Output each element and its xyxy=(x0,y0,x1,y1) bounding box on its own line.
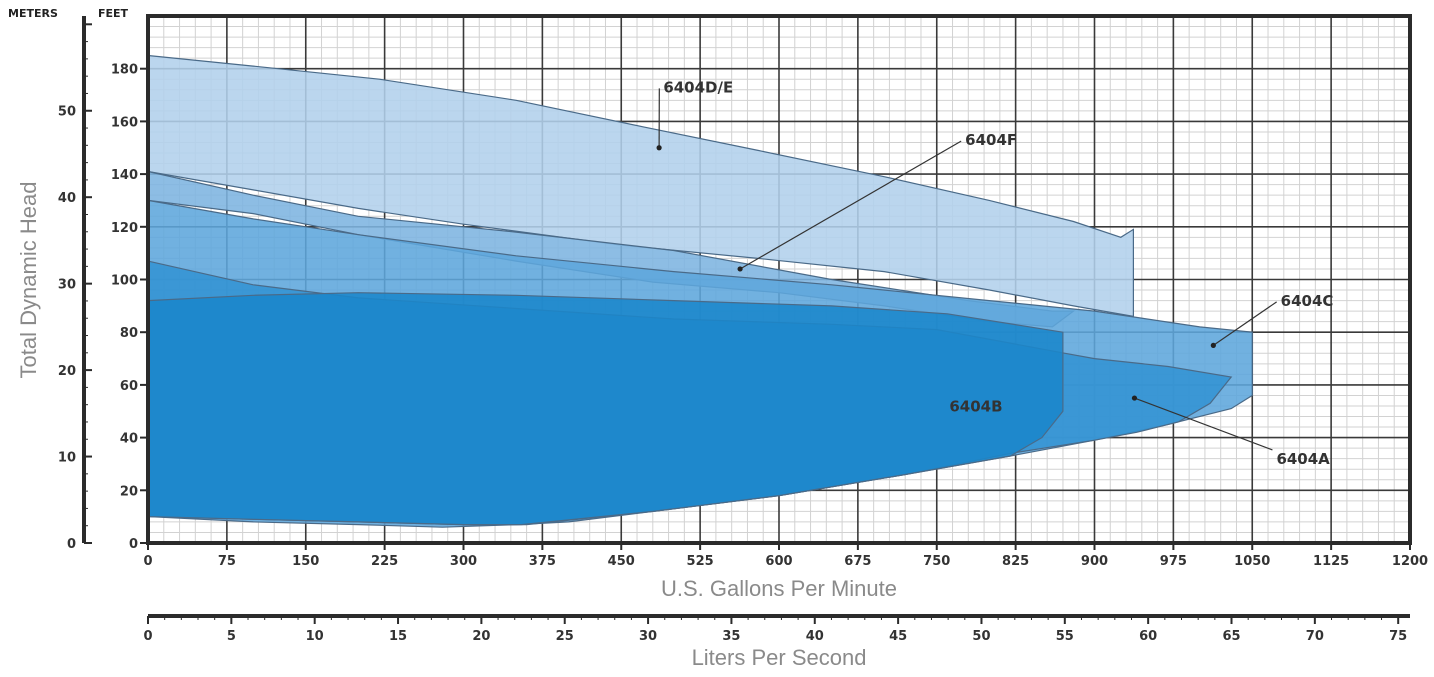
meters-tick-label: 40 xyxy=(58,191,76,206)
lps-tick-label: 5 xyxy=(227,629,236,644)
feet-tick-label: 180 xyxy=(111,63,138,78)
meters-axis: 0 10 20 30 40 50 xyxy=(58,23,92,552)
gpm-tick-label: 300 xyxy=(450,554,477,569)
lps-tick-label: 0 xyxy=(143,629,152,644)
pointer-dot xyxy=(737,266,743,272)
lps-tick-label: 75 xyxy=(1389,629,1407,644)
lps-tick-label: 40 xyxy=(806,629,824,644)
y-unit-meters: METERS xyxy=(8,7,58,20)
region-6404b xyxy=(147,292,1064,526)
lps-tick-label: 65 xyxy=(1222,629,1240,644)
gpm-tick-label: 75 xyxy=(218,554,236,569)
lps-tick-label: 55 xyxy=(1056,629,1074,644)
gpm-tick-label: 1125 xyxy=(1313,554,1349,569)
region-label: 6404B xyxy=(949,397,1002,415)
gpm-tick-label: 825 xyxy=(1002,554,1029,569)
x-axis-title: U.S. Gallons Per Minute xyxy=(661,576,897,601)
meters-tick-label: 50 xyxy=(58,105,76,120)
gpm-tick-label: 675 xyxy=(844,554,871,569)
meters-tick-label: 10 xyxy=(58,451,76,466)
gpm-tick-label: 225 xyxy=(371,554,398,569)
pump-regions xyxy=(147,54,1253,528)
region-label: 6404F xyxy=(965,131,1017,149)
gpm-tick-label: 900 xyxy=(1081,554,1108,569)
gpm-tick-label: 525 xyxy=(687,554,714,569)
region-pointers xyxy=(656,88,1277,451)
region-labels: 6404D/E 6404F 6404C 6404A 6404B xyxy=(663,78,1333,468)
pointer-dot xyxy=(656,145,662,151)
lps-tick-label: 30 xyxy=(639,629,657,644)
meters-tick-label: 30 xyxy=(58,278,76,293)
gpm-axis: 0 75 150 225 300 375 450 525 600 675 750 825 900 975 1… xyxy=(143,543,1428,569)
region-label: 6404C xyxy=(1281,292,1334,310)
gpm-tick-label: 975 xyxy=(1160,554,1187,569)
feet-tick-label: 0 xyxy=(129,537,138,552)
feet-axis: 0 20 40 60 80 100 120 140 160 180 xyxy=(111,63,148,552)
y-unit-feet: FEET xyxy=(98,7,129,20)
feet-tick-label: 20 xyxy=(120,484,138,499)
region-label: 6404D/E xyxy=(663,78,733,96)
feet-tick-label: 100 xyxy=(111,274,138,289)
feet-tick-label: 60 xyxy=(120,379,138,394)
pointer-line xyxy=(739,140,962,270)
gpm-tick-label: 1200 xyxy=(1392,554,1428,569)
lps-tick-label: 60 xyxy=(1139,629,1157,644)
region-6404d-e xyxy=(147,54,1134,318)
meters-tick-label: 0 xyxy=(67,537,76,552)
lps-tick-label: 45 xyxy=(889,629,907,644)
lps-axis: 0 5 10 15 20 25 30 35 40 45 50 55 60 65 70 75 xyxy=(143,616,1407,644)
lps-tick-label: 50 xyxy=(972,629,990,644)
feet-tick-label: 40 xyxy=(120,432,138,447)
feet-tick-label: 140 xyxy=(111,168,138,183)
gpm-tick-label: 150 xyxy=(292,554,319,569)
lps-tick-label: 25 xyxy=(556,629,574,644)
pointer-line xyxy=(1212,301,1277,346)
pointer-dot xyxy=(1131,395,1138,401)
gpm-tick-label: 600 xyxy=(765,554,792,569)
region-label: 6404A xyxy=(1276,450,1330,468)
feet-tick-label: 160 xyxy=(111,115,138,130)
feet-tick-label: 80 xyxy=(120,326,138,341)
lps-axis-title: Liters Per Second xyxy=(692,645,867,670)
pointer-dot xyxy=(1210,342,1216,348)
lps-tick-label: 35 xyxy=(722,629,740,644)
lps-tick-label: 15 xyxy=(389,629,407,644)
gpm-tick-label: 450 xyxy=(608,554,635,569)
lps-tick-label: 70 xyxy=(1306,629,1324,644)
gpm-tick-label: 375 xyxy=(529,554,556,569)
gpm-tick-label: 1050 xyxy=(1234,554,1270,569)
meters-tick-label: 20 xyxy=(58,364,76,379)
pointer-line xyxy=(1134,397,1273,451)
lps-tick-label: 10 xyxy=(306,629,324,644)
y-axis-title: Total Dynamic Head xyxy=(16,182,41,379)
feet-tick-label: 120 xyxy=(111,221,138,236)
lps-tick-label: 20 xyxy=(472,629,490,644)
gpm-tick-label: 750 xyxy=(923,554,950,569)
gpm-tick-label: 0 xyxy=(143,554,152,569)
